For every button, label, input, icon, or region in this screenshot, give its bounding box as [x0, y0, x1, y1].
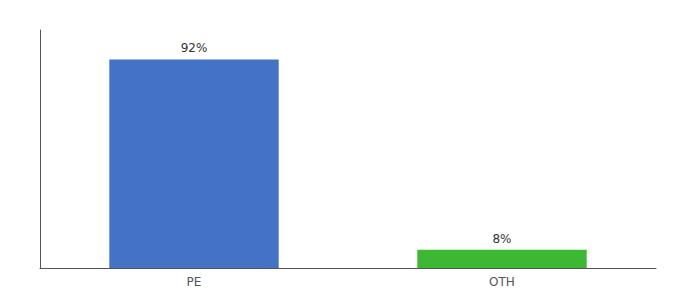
svg-text:92%: 92%: [181, 41, 208, 55]
svg-text:OTH: OTH: [489, 275, 515, 289]
svg-text:8%: 8%: [492, 232, 511, 246]
svg-text:PE: PE: [187, 275, 202, 289]
